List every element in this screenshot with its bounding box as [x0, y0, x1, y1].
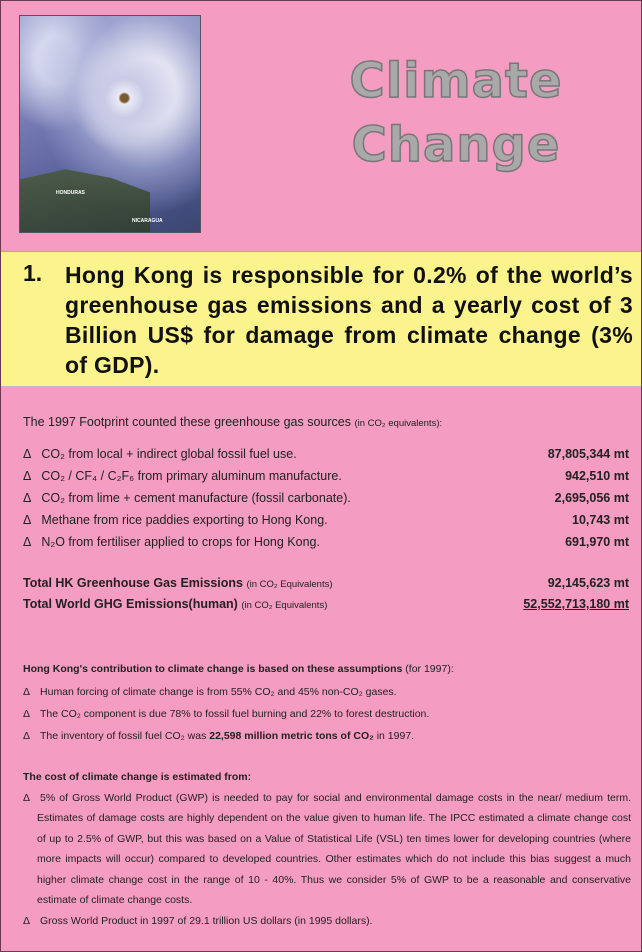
source-row: Δ CO₂ from local + indirect global fossil… [23, 447, 629, 461]
title: Change [291, 117, 621, 173]
source-label: CO₂ from local + indirect global fossil … [41, 447, 296, 461]
cost-item: Δ Gross World Product in 1997 of 29.1 tri… [23, 911, 631, 932]
total-note: (in CO₂ Equivalents) [246, 579, 332, 590]
source-value: 691,970 mt [565, 535, 629, 549]
text: Human forcing of climate change is from … [40, 686, 397, 698]
bullet: Δ [23, 469, 31, 483]
total-value: 92,145,623 mt [548, 576, 629, 590]
source-row: Δ CO₂ from lime + cement manufacture (fos… [23, 491, 629, 505]
assumption-item: Δ Human forcing of climate change is from… [23, 686, 631, 698]
assumptions-heading: Hong Kong's contribution to climate chan… [23, 663, 631, 675]
map-label: NICARAGUA [132, 218, 163, 224]
text: The CO₂ component is due 78% to fossil f… [40, 708, 429, 720]
footprint-intro: The 1997 Footprint counted these greenho… [23, 415, 629, 429]
cost-list: Δ 5% of Gross World Product (GWP) is need… [23, 788, 631, 932]
bullet: Δ [23, 792, 30, 804]
heading: Hong Kong's contribution to climate chan… [23, 663, 402, 675]
total-label: Total HK Greenhouse Gas Emissions [23, 576, 243, 590]
cost-item: Δ 5% of Gross World Product (GWP) is need… [23, 788, 631, 911]
bullet: Δ [23, 447, 31, 461]
heading-note: (for 1997): [405, 663, 453, 675]
source-value: 87,805,344 mt [548, 447, 629, 461]
bullet: Δ [23, 708, 30, 720]
source-value: 10,743 mt [572, 513, 629, 527]
bullet: Δ [23, 730, 30, 742]
source-label: CO₂ from lime + cement manufacture (foss… [41, 491, 350, 505]
satellite-image: HONDURAS NICARAGUA [19, 15, 201, 233]
source-label: CO₂ / CF₄ / C₂F₆ from primary aluminum m… [41, 469, 341, 483]
text: Gross World Product in 1997 of 29.1 tril… [40, 915, 372, 927]
intro-note: (in CO₂ equivalents): [354, 418, 442, 429]
source-value: 2,695,056 mt [555, 491, 629, 505]
bullet: Δ [23, 915, 30, 927]
total-row: Total HK Greenhouse Gas Emissions (in CO… [23, 576, 629, 590]
source-row: Δ Methane from rice paddies exporting to … [23, 513, 629, 527]
total-value: 52,552,713,180 mt [523, 597, 629, 611]
source-row: Δ CO₂ / CF₄ / C₂F₆ from primary aluminum … [23, 469, 629, 483]
source-row: Δ N₂O from fertiliser applied to crops fo… [23, 535, 629, 549]
land-mass [20, 166, 150, 232]
title: Climate [291, 53, 621, 109]
headline-text: Hong Kong is responsible for 0.2% of the… [65, 260, 633, 380]
map-label: HONDURAS [56, 190, 85, 196]
bullet: Δ [23, 513, 31, 527]
bullet: Δ [23, 491, 31, 505]
intro: The 1997 Footprint counted these greenho… [23, 415, 351, 429]
assumption-item: Δ The CO₂ component is due 78% to fossil … [23, 708, 631, 720]
assumption-item: Δ The inventory of fossil fuel CO₂ was 22… [23, 730, 631, 742]
page-body: HONDURAS NICARAGUA Climate Change 1. Hon… [0, 0, 642, 952]
bullet: Δ [23, 686, 30, 698]
headline-banner: 1. Hong Kong is responsible for 0.2% of … [1, 251, 641, 388]
source-label: N₂O from fertiliser applied to crops for… [41, 535, 320, 549]
source-label: Methane from rice paddies exporting to H… [41, 513, 327, 527]
text: 5% of Gross World Product (GWP) is neede… [37, 792, 631, 907]
total-label: Total World GHG Emissions(human) [23, 597, 238, 611]
bullet: Δ [23, 535, 31, 549]
text: in 1997. [377, 730, 414, 742]
source-value: 942,510 mt [565, 469, 629, 483]
emphasis: 22,598 million metric tons of CO₂ [209, 730, 374, 742]
cost-section: The cost of climate change is estimated … [23, 767, 631, 931]
cost-heading: The cost of climate change is estimated … [23, 767, 631, 788]
total-row: Total World GHG Emissions(human) (in CO₂… [23, 597, 629, 611]
headline-number: 1. [23, 260, 42, 287]
text: The inventory of fossil fuel CO₂ was [40, 730, 206, 742]
poster: HONDURAS NICARAGUA Climate Change 1. Hon… [0, 0, 642, 952]
total-note: (in CO₂ Equivalents) [241, 600, 327, 611]
